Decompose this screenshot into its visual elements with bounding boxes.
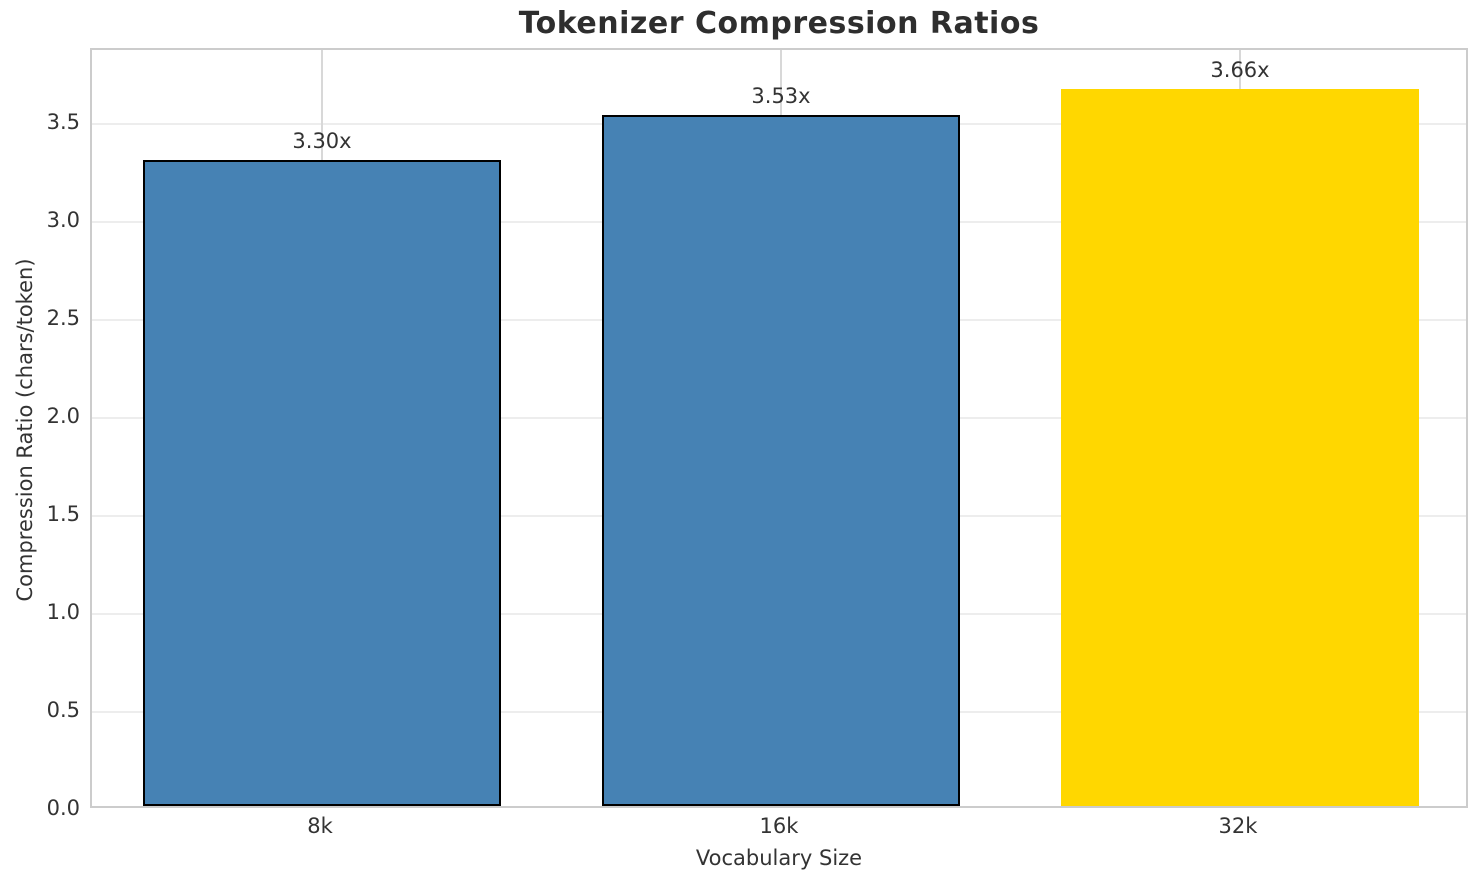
y-tick-label: 2.0 xyxy=(46,404,80,428)
y-tick-label: 3.0 xyxy=(46,208,80,232)
y-tick-label: 3.5 xyxy=(46,110,80,134)
y-tick-label: 1.0 xyxy=(46,600,80,624)
x-axis-label: Vocabulary Size xyxy=(695,846,863,870)
x-tick-label-32k: 32k xyxy=(1218,814,1258,838)
y-tick-label: 0.0 xyxy=(46,796,80,820)
chart-title: Tokenizer Compression Ratios xyxy=(518,6,1040,41)
y-tick-label: 1.5 xyxy=(46,502,80,526)
y-tick-label: 0.5 xyxy=(46,698,80,722)
bar-value-label: 3.66x xyxy=(1210,58,1270,82)
bar-value-label: 3.53x xyxy=(751,84,811,108)
plot-area: 3.30x 3.53x 3.66x xyxy=(90,48,1468,808)
y-tick-label: 2.5 xyxy=(46,306,80,330)
x-tick-label-8k: 8k xyxy=(307,814,333,838)
bar-16k xyxy=(602,115,960,806)
bar-value-label: 3.30x xyxy=(292,129,352,153)
bar-32k xyxy=(1061,89,1419,806)
bar-8k xyxy=(143,160,501,806)
x-tick-label-16k: 16k xyxy=(759,814,799,838)
